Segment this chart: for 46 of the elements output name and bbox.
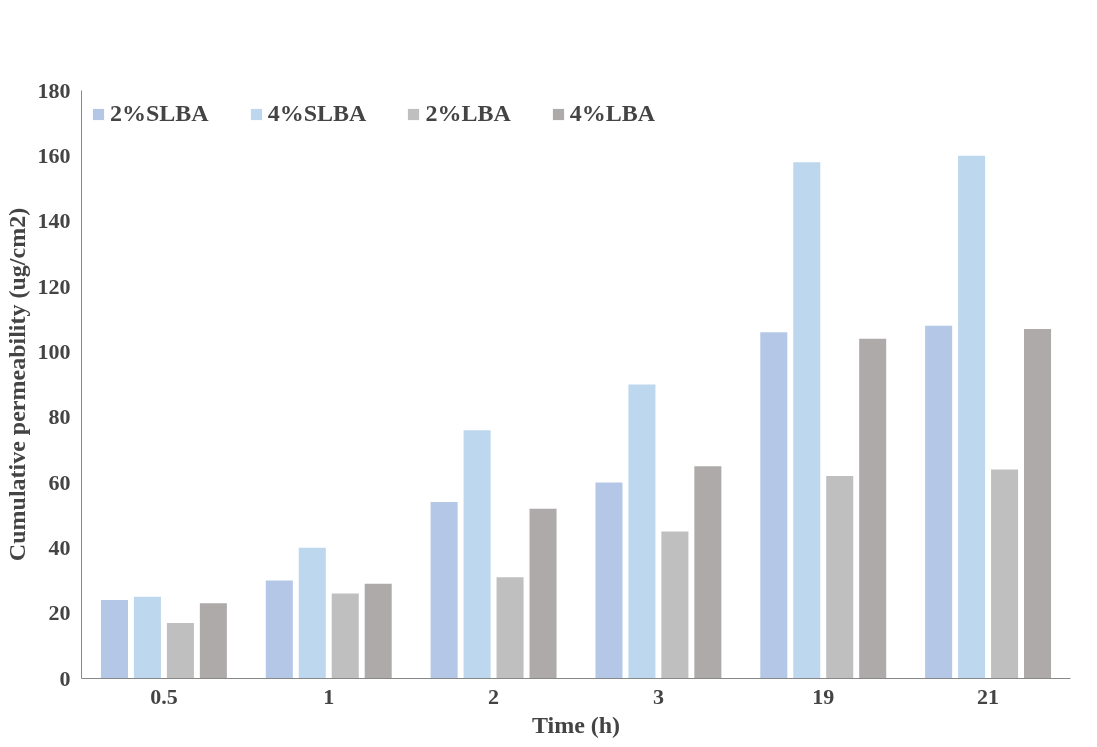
bar (331, 593, 359, 679)
y-tick-label: 60 (48, 469, 71, 495)
bar (100, 600, 128, 679)
x-tick-label: 1 (323, 683, 335, 709)
legend-label: 4%LBA (569, 100, 656, 127)
bar (364, 583, 392, 679)
bar (496, 577, 524, 679)
bar (991, 469, 1019, 679)
bar (628, 384, 656, 679)
x-tick-label: 21 (977, 683, 1000, 709)
y-tick-label: 20 (48, 600, 71, 626)
x-tick-label: 19 (812, 683, 835, 709)
y-tick-label: 0 (59, 665, 71, 691)
x-tick-label: 2 (488, 683, 500, 709)
bar (199, 603, 227, 679)
legend-label: 4%SLBA (267, 100, 367, 127)
bar (298, 547, 326, 679)
legend-label: 2%LBA (425, 100, 511, 127)
bar (166, 622, 194, 679)
bar (859, 338, 887, 679)
y-tick-label: 80 (48, 404, 71, 430)
y-tick-label: 140 (37, 208, 71, 234)
bar (529, 508, 557, 679)
bar (265, 580, 293, 679)
y-tick-label: 100 (37, 338, 71, 364)
y-tick-label: 180 (37, 77, 71, 103)
x-tick-label: 3 (652, 683, 664, 709)
bar (430, 502, 458, 679)
bar (1024, 328, 1052, 679)
bar (463, 430, 491, 679)
bar (958, 155, 986, 679)
bar (595, 482, 623, 679)
bar (133, 596, 161, 679)
bar (793, 162, 821, 679)
legend-label: 2%SLBA (110, 100, 209, 127)
bar (925, 325, 953, 679)
y-axis-title: Cumulative permeability (ug/cm2) (3, 207, 30, 562)
y-tick-label: 40 (48, 534, 71, 560)
x-axis-title: Time (h) (531, 711, 621, 738)
x-tick-label: 0.5 (150, 683, 178, 709)
bar (760, 332, 788, 679)
bar (826, 475, 854, 679)
bar (694, 466, 722, 679)
bar (661, 531, 689, 679)
y-tick-label: 160 (37, 142, 71, 168)
y-tick-label: 120 (37, 273, 71, 299)
